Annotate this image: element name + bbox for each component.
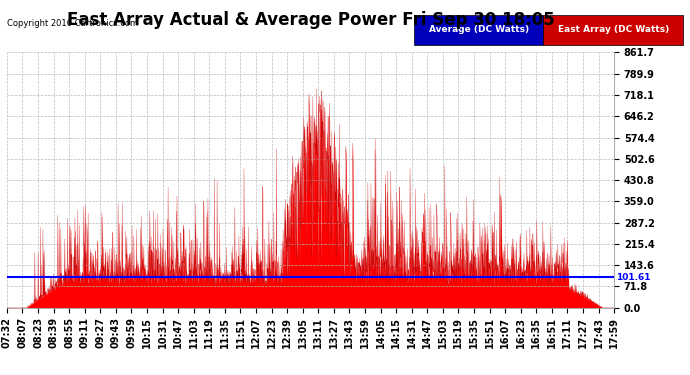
Text: Copyright 2016 Cartronics.com: Copyright 2016 Cartronics.com — [7, 19, 138, 28]
Text: Average (DC Watts): Average (DC Watts) — [428, 26, 529, 34]
Text: 101.61: 101.61 — [616, 273, 651, 282]
Text: East Array Actual & Average Power Fri Sep 30 18:05: East Array Actual & Average Power Fri Se… — [67, 11, 554, 29]
Text: East Array (DC Watts): East Array (DC Watts) — [558, 26, 669, 34]
FancyBboxPatch shape — [414, 15, 543, 45]
FancyBboxPatch shape — [543, 15, 683, 45]
